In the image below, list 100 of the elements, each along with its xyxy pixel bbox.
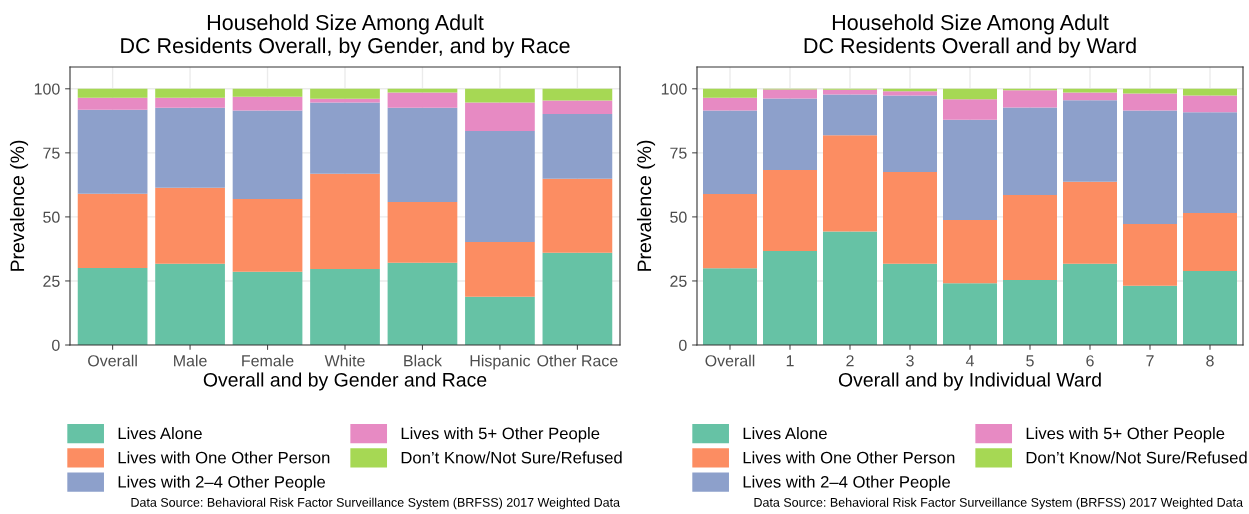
bar (763, 98, 817, 170)
bar (823, 135, 877, 232)
bar (77, 88, 148, 98)
legend-label: Lives Alone (743, 427, 827, 440)
bar (1183, 95, 1237, 113)
x-tick-label: Male (174, 354, 207, 367)
y-tick-label: 50 (670, 211, 687, 223)
x-tick-label: 8 (1206, 355, 1214, 367)
bar (155, 107, 225, 188)
x-tick-label: 7 (1146, 355, 1154, 367)
bar (1003, 279, 1057, 345)
bar (310, 88, 380, 99)
bar (465, 296, 535, 345)
legend-label: Lives with 2–4 Other People (743, 475, 951, 492)
x-tick-label: 2 (846, 355, 854, 367)
bar (943, 283, 997, 345)
y-tick-label: 0 (52, 339, 60, 351)
bar (763, 170, 817, 251)
y-tick-label: 75 (43, 147, 60, 159)
x-tick-label: 6 (1086, 355, 1094, 367)
bar (310, 173, 380, 269)
x-tick-label: Hispanic (470, 354, 531, 370)
bar (1003, 195, 1057, 280)
bar (1003, 107, 1057, 196)
x-axis-title: Overall and by Gender and Race (203, 372, 487, 391)
legend-label: Lives with 5+ Other People (401, 427, 600, 443)
bar (232, 271, 303, 345)
legend-label: Lives Alone (118, 427, 202, 440)
bar (77, 97, 148, 110)
bar (387, 92, 458, 108)
x-tick-label: Female (242, 354, 294, 367)
bar (823, 94, 877, 136)
x-tick-label: Other Race (537, 354, 618, 367)
bar (232, 96, 303, 111)
y-axis-title: Prevalence (%) (636, 140, 656, 271)
bar (703, 97, 757, 111)
bar (763, 250, 817, 345)
bar (542, 113, 613, 179)
bar (387, 107, 458, 203)
legend-label: Lives with 2–4 Other People (118, 475, 326, 492)
bar (465, 88, 535, 103)
bar (823, 231, 877, 345)
bar (310, 268, 380, 345)
bar (1183, 213, 1237, 271)
bar (703, 268, 757, 345)
bar (465, 131, 535, 242)
legend-label: Don’t Know/Not Sure/Refused (1026, 451, 1247, 464)
source-note: Data Source: Behavioral Risk Factor Surveillance System (BRFSS) 2017 Weighted Data (754, 497, 1244, 510)
bar (155, 88, 225, 98)
bar (1123, 110, 1177, 225)
bar (943, 88, 997, 100)
bar (703, 110, 757, 195)
y-tick-label: 75 (670, 147, 687, 159)
bar (232, 88, 303, 97)
bar (155, 187, 225, 264)
bar (1183, 112, 1237, 214)
chart-title: Household Size Among Adult DC Residents Overall, by Gender, and by Race (121, 14, 570, 58)
bar (1063, 88, 1117, 93)
bar (943, 219, 997, 284)
bar (1003, 90, 1057, 108)
source-note: Data Source: Behavioral Risk Factor Surveillance System (BRFSS) 2017 Weighted Data (131, 497, 621, 510)
bar (883, 172, 937, 264)
bar (387, 202, 458, 263)
x-tick-label: 4 (965, 355, 974, 367)
legend-label: Lives with One Other Person (743, 451, 955, 464)
bar (542, 252, 613, 345)
x-tick-label: 1 (786, 355, 794, 367)
y-tick-label: 50 (43, 211, 60, 223)
bar (310, 98, 380, 103)
bar (542, 88, 613, 101)
y-tick-label: 100 (661, 83, 687, 95)
bar (542, 100, 613, 114)
y-tick-label: 0 (679, 339, 687, 351)
bar (77, 109, 148, 194)
bar (703, 88, 757, 98)
bar (387, 262, 458, 345)
bar (310, 102, 380, 174)
bar (1063, 92, 1117, 101)
bar (1183, 88, 1237, 96)
y-tick-label: 25 (43, 275, 60, 287)
x-tick-label: 5 (1026, 355, 1034, 367)
x-tick-label: White (324, 354, 365, 367)
bar (943, 99, 997, 120)
bar (542, 178, 613, 253)
bar (1123, 93, 1177, 111)
bar (883, 91, 937, 96)
bar (155, 97, 225, 108)
bar (1063, 181, 1117, 264)
y-tick-label: 25 (670, 275, 687, 287)
legend-label: Lives with 5+ Other People (1026, 427, 1225, 443)
legend-label: Lives with One Other Person (118, 451, 330, 464)
bar (232, 198, 303, 272)
bar (77, 267, 148, 345)
bar (155, 263, 225, 345)
bar (232, 110, 303, 199)
bar (465, 242, 535, 297)
y-axis-title: Prevalence (%) (9, 140, 29, 271)
bar (387, 88, 458, 93)
x-tick-label: Overall (705, 354, 755, 367)
bar (883, 95, 937, 173)
